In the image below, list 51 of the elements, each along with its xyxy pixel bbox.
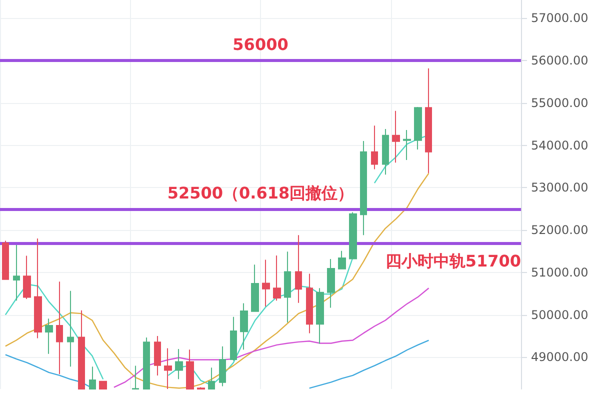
candlestick bbox=[371, 125, 378, 170]
candlestick bbox=[208, 367, 215, 390]
candlestick bbox=[425, 68, 432, 174]
candlestick bbox=[295, 234, 302, 304]
candlestick bbox=[414, 106, 422, 150]
y-tick-label: 53000.00 bbox=[531, 180, 588, 195]
candlestick bbox=[56, 281, 63, 375]
candlestick bbox=[67, 290, 74, 368]
y-tick-label: 52000.00 bbox=[531, 223, 588, 238]
y-tick-label: 56000.00 bbox=[531, 54, 588, 68]
candlestick bbox=[251, 264, 259, 312]
candlestick bbox=[34, 238, 42, 339]
candlestick bbox=[360, 140, 367, 236]
candlestick bbox=[186, 349, 194, 390]
candlestick bbox=[143, 337, 150, 390]
y-tick-label: 57000.00 bbox=[531, 11, 588, 26]
candlestick bbox=[306, 273, 313, 334]
candlestick bbox=[240, 302, 248, 350]
candlestick bbox=[175, 348, 183, 380]
candlestick bbox=[13, 244, 20, 302]
ref-line-label: 四小时中轨51700 bbox=[385, 251, 521, 270]
candlestick bbox=[164, 348, 172, 390]
candlestick bbox=[392, 110, 400, 164]
candlestick bbox=[219, 346, 226, 387]
candlestick bbox=[132, 365, 139, 390]
candlestick bbox=[99, 380, 107, 390]
ref-line-label: 56000 bbox=[232, 35, 288, 54]
candlestick bbox=[382, 128, 389, 176]
line-series bbox=[113, 288, 430, 388]
candlestick bbox=[23, 255, 31, 300]
y-tick-label: 51000.00 bbox=[531, 265, 588, 280]
candlestick bbox=[197, 386, 205, 390]
candlestick bbox=[284, 251, 291, 324]
candlestick bbox=[262, 259, 270, 307]
y-tick-label: 55000.00 bbox=[531, 96, 588, 110]
candlestick bbox=[2, 240, 9, 280]
candlestick bbox=[316, 288, 324, 344]
candlestick bbox=[327, 258, 335, 308]
y-tick-label: 49000.00 bbox=[531, 350, 588, 364]
candlestick bbox=[349, 212, 357, 260]
candlestick bbox=[230, 316, 237, 362]
candlestick bbox=[273, 255, 281, 302]
ref-line-label: 52500（0.618回撤位） bbox=[167, 183, 354, 202]
y-tick-label: 50000.00 bbox=[531, 308, 588, 322]
candlestick bbox=[338, 250, 346, 270]
candlestick bbox=[89, 366, 96, 390]
candlestick bbox=[403, 129, 411, 160]
candlestick bbox=[45, 318, 53, 354]
y-tick-label: 54000.00 bbox=[531, 138, 588, 152]
candlestick bbox=[78, 310, 85, 390]
candlestick bbox=[154, 335, 161, 376]
